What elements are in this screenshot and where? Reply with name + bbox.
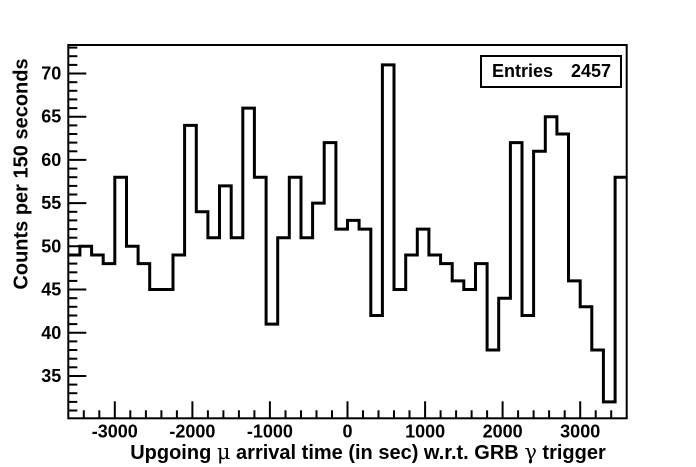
svg-text:3000: 3000 xyxy=(560,421,600,441)
plot-frame xyxy=(67,44,628,420)
svg-text:40: 40 xyxy=(41,323,61,343)
svg-text:65: 65 xyxy=(41,107,61,127)
svg-text:0: 0 xyxy=(342,421,352,441)
y-axis-tick-labels: 35 40 45 50 55 60 65 70 xyxy=(41,64,61,387)
svg-text:-3000: -3000 xyxy=(92,421,138,441)
svg-text:45: 45 xyxy=(41,280,61,300)
svg-text:55: 55 xyxy=(41,193,61,213)
x-axis-title-part: Upgoing xyxy=(130,442,217,464)
y-axis-title: Counts per 150 seconds xyxy=(10,58,33,290)
axis-ticks xyxy=(68,46,613,419)
histogram-line xyxy=(68,63,627,404)
stats-box: Entries 2457 xyxy=(480,55,622,88)
svg-text:35: 35 xyxy=(41,366,61,386)
svg-text:50: 50 xyxy=(41,236,61,256)
svg-text:-2000: -2000 xyxy=(169,421,215,441)
svg-text:-1000: -1000 xyxy=(247,421,293,441)
x-axis-tick-labels: -3000 -2000 -1000 0 1000 2000 3000 xyxy=(92,421,600,441)
svg-text:70: 70 xyxy=(41,64,61,84)
greek-letter: γ xyxy=(524,440,537,464)
x-axis-title-part: trigger xyxy=(536,442,606,464)
svg-text:60: 60 xyxy=(41,150,61,170)
x-axis-title-part: arrival time (in sec) w.r.t. GRB xyxy=(230,442,525,464)
greek-letter: μ xyxy=(216,440,231,464)
stats-entries-label: Entries xyxy=(492,61,554,81)
svg-text:1000: 1000 xyxy=(405,421,445,441)
x-axis-title: Upgoing μ arrival time (in sec) w.r.t. G… xyxy=(40,440,696,465)
stats-entries-value: 2457 xyxy=(570,61,611,81)
svg-text:2000: 2000 xyxy=(483,421,523,441)
